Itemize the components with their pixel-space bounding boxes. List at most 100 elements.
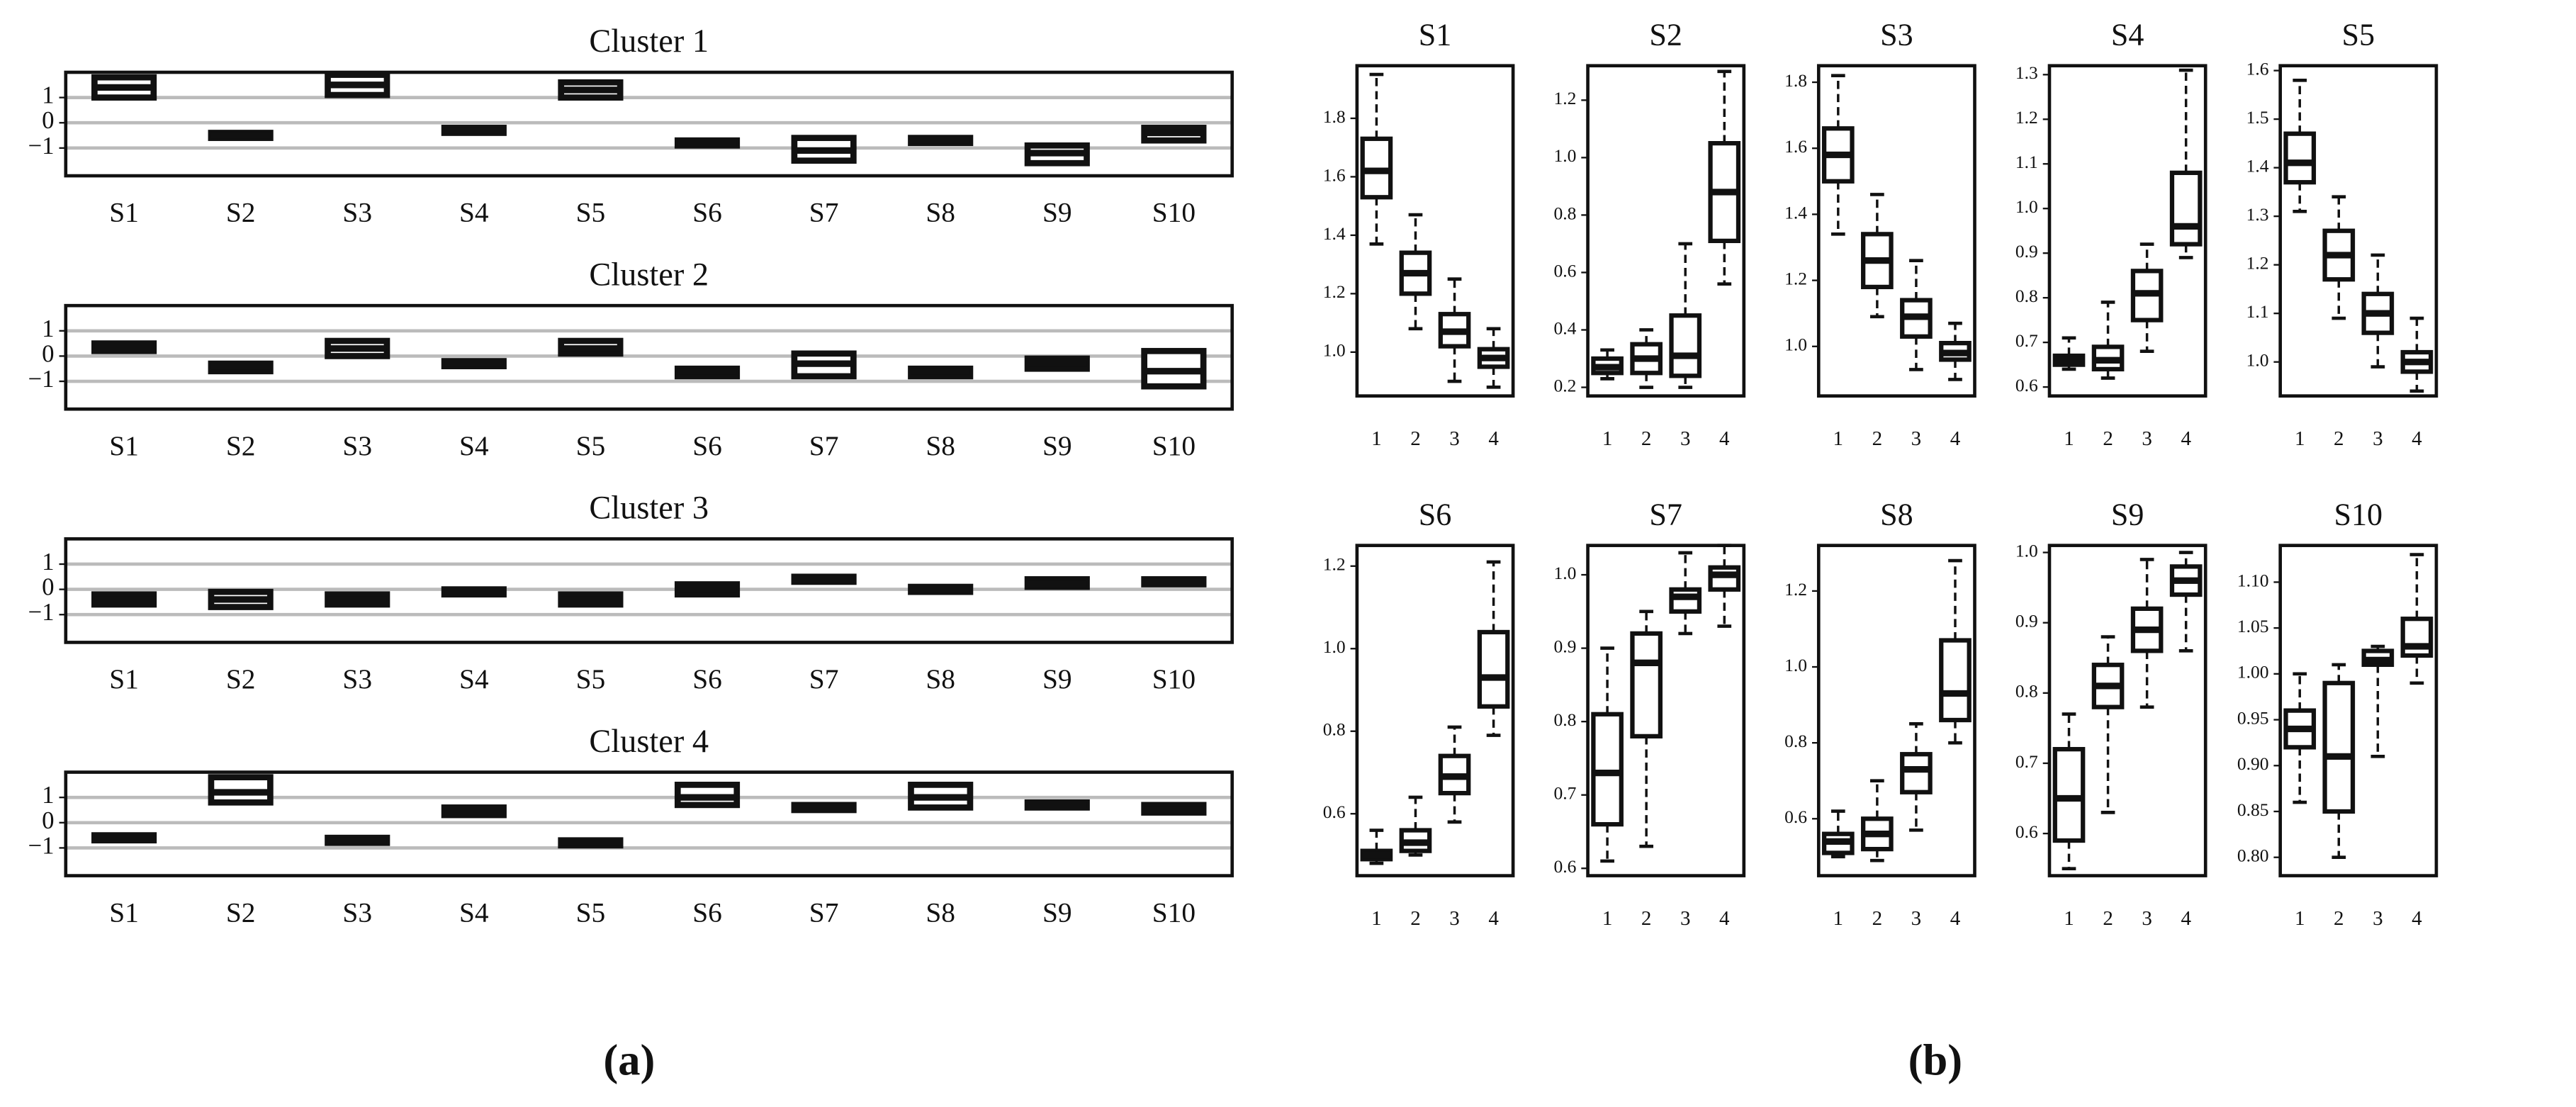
- y-tick-label: 1.2: [1553, 88, 1576, 108]
- box: [2169, 170, 2203, 247]
- y-tick-label: 1.0: [2015, 540, 2038, 561]
- panel-frame: [2047, 544, 2207, 877]
- y-tick-label: −1: [28, 365, 55, 393]
- panel-frame: [1355, 544, 1515, 877]
- x-tick-label: 1: [2295, 907, 2305, 930]
- x-tick-label: S1: [109, 897, 139, 928]
- box: [2322, 680, 2356, 814]
- y-tick-label: 1.6: [2246, 58, 2269, 79]
- x-tick-label: S8: [926, 897, 955, 928]
- x-tick-label: 1: [1602, 427, 1612, 450]
- panel-frame: [1355, 64, 1515, 398]
- x-tick-label: 1: [1371, 907, 1381, 930]
- y-tick-label: 1.6: [1784, 136, 1807, 157]
- y-tick-label: 0: [42, 339, 54, 367]
- y-tick-label: 0: [42, 106, 54, 134]
- box: [2052, 747, 2086, 843]
- y-tick-label: 1.2: [2246, 253, 2269, 274]
- x-tick-label: 2: [1410, 427, 1420, 450]
- y-tick-label: 1.4: [1784, 202, 1807, 223]
- box: [1939, 638, 1972, 723]
- y-tick-label: 1.0: [1784, 335, 1807, 355]
- x-tick-label: 4: [2412, 907, 2422, 930]
- x-tick-label: S6: [692, 663, 722, 695]
- x-tick-label: S7: [809, 663, 839, 695]
- panel-frame: [2047, 64, 2207, 398]
- panel-frame: [1816, 544, 1976, 877]
- x-tick-label: S9: [1042, 430, 1072, 461]
- box: [2283, 131, 2317, 185]
- x-tick-label: S3: [342, 197, 372, 228]
- x-tick-label: S6: [692, 430, 722, 461]
- y-tick-label: 1.5: [2246, 107, 2269, 128]
- y-tick-label: 0.7: [2015, 330, 2038, 351]
- x-tick-label: S2: [226, 897, 256, 928]
- x-tick-label: S5: [576, 430, 606, 461]
- y-tick-label: 0.7: [1553, 783, 1576, 804]
- y-tick-label: 1.1: [2246, 301, 2269, 322]
- x-tick-label: 4: [1719, 907, 1730, 930]
- box: [1630, 631, 1663, 738]
- box: [1669, 587, 1702, 614]
- y-tick-label: 1.0: [1323, 340, 1346, 361]
- x-tick-label: S2: [226, 430, 256, 461]
- x-tick-label: S6: [692, 197, 722, 228]
- y-tick-label: 1: [42, 315, 54, 342]
- x-tick-label: S9: [1042, 197, 1072, 228]
- x-tick-label: 3: [2373, 907, 2383, 930]
- panel-frame: [1586, 64, 1746, 398]
- y-tick-label: 0: [42, 807, 54, 834]
- y-tick-label: 1.0: [1553, 563, 1576, 583]
- x-tick-label: S3: [342, 663, 372, 695]
- box: [1477, 629, 1510, 709]
- y-tick-label: 0.8: [1553, 203, 1576, 223]
- x-tick-label: 1: [1602, 907, 1612, 930]
- y-tick-label: 1.05: [2237, 616, 2269, 636]
- panel-title: S9: [2111, 497, 2144, 532]
- y-tick-label: 0.9: [2015, 241, 2038, 262]
- x-tick-label: S3: [342, 897, 372, 928]
- x-tick-label: 2: [2103, 427, 2113, 450]
- y-tick-label: 0.85: [2237, 799, 2269, 820]
- x-tick-label: S5: [576, 197, 606, 228]
- y-tick-label: 1.6: [1323, 164, 1346, 185]
- panel-frame: [1586, 544, 1746, 877]
- x-tick-label: 2: [2334, 427, 2344, 450]
- y-tick-label: 1.2: [1323, 281, 1346, 302]
- x-tick-label: S7: [809, 197, 839, 228]
- y-tick-label: 0.7: [2015, 751, 2038, 772]
- x-tick-label: 2: [1410, 907, 1420, 930]
- y-tick-label: 1.00: [2237, 662, 2269, 682]
- x-tick-label: 3: [2142, 427, 2152, 450]
- y-tick-label: 1.0: [1784, 655, 1807, 675]
- panel-title: Cluster 1: [589, 23, 709, 60]
- y-tick-label: 1.8: [1323, 106, 1346, 127]
- box: [2400, 617, 2434, 658]
- panel-frame: [2278, 544, 2439, 877]
- x-tick-label: 2: [1872, 427, 1882, 450]
- x-tick-label: S2: [226, 663, 256, 695]
- panel-title: Cluster 3: [589, 490, 709, 527]
- caption: (b): [1908, 1035, 1962, 1085]
- x-tick-label: S1: [109, 663, 139, 695]
- y-tick-label: −1: [28, 598, 55, 626]
- panel-title: S1: [1419, 17, 1452, 52]
- y-tick-label: 1.3: [2246, 204, 2269, 225]
- x-tick-label: 4: [2412, 427, 2422, 450]
- y-tick-label: 1.0: [1323, 636, 1346, 657]
- panel-frame: [64, 770, 1234, 877]
- y-tick-label: 0.80: [2237, 845, 2269, 866]
- y-tick-label: 1.4: [1323, 223, 1346, 244]
- panel-title: Cluster 2: [589, 257, 709, 293]
- y-tick-label: 1.0: [1553, 145, 1576, 166]
- box: [1669, 313, 1702, 378]
- x-tick-label: S4: [459, 430, 489, 461]
- x-tick-label: 3: [1449, 427, 1459, 450]
- x-tick-label: S9: [1042, 663, 1072, 695]
- y-tick-label: 1.2: [1323, 554, 1346, 575]
- y-tick-label: 1.2: [1784, 579, 1807, 600]
- x-tick-label: S2: [226, 197, 256, 228]
- x-tick-label: 3: [1680, 427, 1690, 450]
- y-tick-label: 1.2: [2015, 107, 2038, 128]
- x-tick-label: 1: [2295, 427, 2305, 450]
